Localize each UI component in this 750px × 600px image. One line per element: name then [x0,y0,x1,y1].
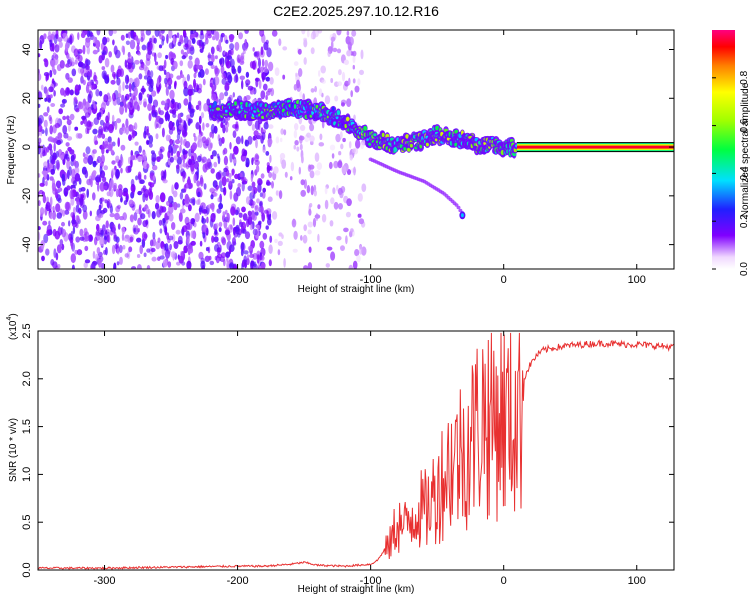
snr-x-ticks: -300 -200 -100 0 100 [94,331,646,587]
colorbar-tick-label: 0.6 [739,118,750,132]
spectrogram-x-tick-label: 100 [628,274,646,286]
spectrogram-trace [208,97,674,220]
colorbar-ticks: 0.0 0.2 0.4 0.6 0.8 [712,70,750,276]
colorbar-tick-label: 0.4 [739,166,750,180]
colorbar-gradient [712,30,735,269]
spectrogram-x-tick-label: -300 [94,274,116,286]
snr-x-tick-label: -200 [227,575,249,587]
snr-y-ticks: 0.0 0.5 1.0 1.5 2.0 2.5 [21,323,674,578]
colorbar-tick-label: 0.8 [739,70,750,84]
snr-x-tick-label: -300 [94,575,116,587]
snr-ylabel: SNR (10 * v/v) [8,418,19,482]
snr-multiplier-base: (x10 [8,320,19,340]
spectrogram-ylabel: Frequency (Hz) [6,116,17,185]
spectrogram-plot-area [37,29,675,270]
spectrogram-y-ticks: -40 -20 0 20 40 [21,43,674,253]
snr-xlabel: Height of straight line (km) [298,584,415,595]
snr-y-tick-label: 0.5 [21,515,33,530]
colorbar-label: Normalized spectral amplitude [740,82,750,217]
snr-y-tick-label: 2.5 [21,323,33,338]
spectrogram-x-tick-label: -100 [360,274,382,286]
svg-text:(x104): (x104) [6,313,19,340]
snr-y-tick-label: 0.0 [21,562,33,577]
snr-x-tick-label: 100 [628,575,646,587]
colorbar: 0.0 0.2 0.4 0.6 0.8 Normalized spectral ampl… [712,30,750,276]
spectrogram-x-tick-label: -200 [227,274,249,286]
spectrogram-xlabel: Height of straight line (km) [298,284,415,295]
spectrogram-noise [38,30,367,269]
snr-y-tick-label: 1.0 [21,467,33,482]
colorbar-tick-label: 0.0 [739,262,750,276]
snr-y-tick-label: 2.0 [21,371,33,386]
spectrogram-y-tick-label: 0 [21,144,33,150]
spectrogram-y-tick-label: -40 [21,237,33,253]
spectrogram-y-tick-label: 40 [21,43,33,55]
colorbar-tick-label: 0.2 [739,214,750,228]
snr-multiplier: (x104) [6,313,19,340]
spectrogram-x-ticks: -300 -200 -100 0 100 [94,30,646,286]
snr-plot-area [37,330,675,571]
snr-series-line [38,332,674,570]
spectrogram-x-tick-label: 0 [501,274,507,286]
snr-multiplier-exp: 4 [6,317,13,321]
figure-title: C2E2.2025.297.10.12.R16 [273,3,439,19]
snr-x-tick-label: 0 [501,575,507,587]
spectrogram-y-tick-label: 20 [21,92,33,104]
snr-x-tick-label: -100 [360,575,382,587]
snr-panel: -300 -200 -100 0 100 0.0 0.5 1.0 1.5 2.0 2.5 Heig… [6,313,675,595]
spectrogram-y-tick-label: -20 [21,188,33,204]
snr-y-tick-label: 1.5 [21,419,33,434]
